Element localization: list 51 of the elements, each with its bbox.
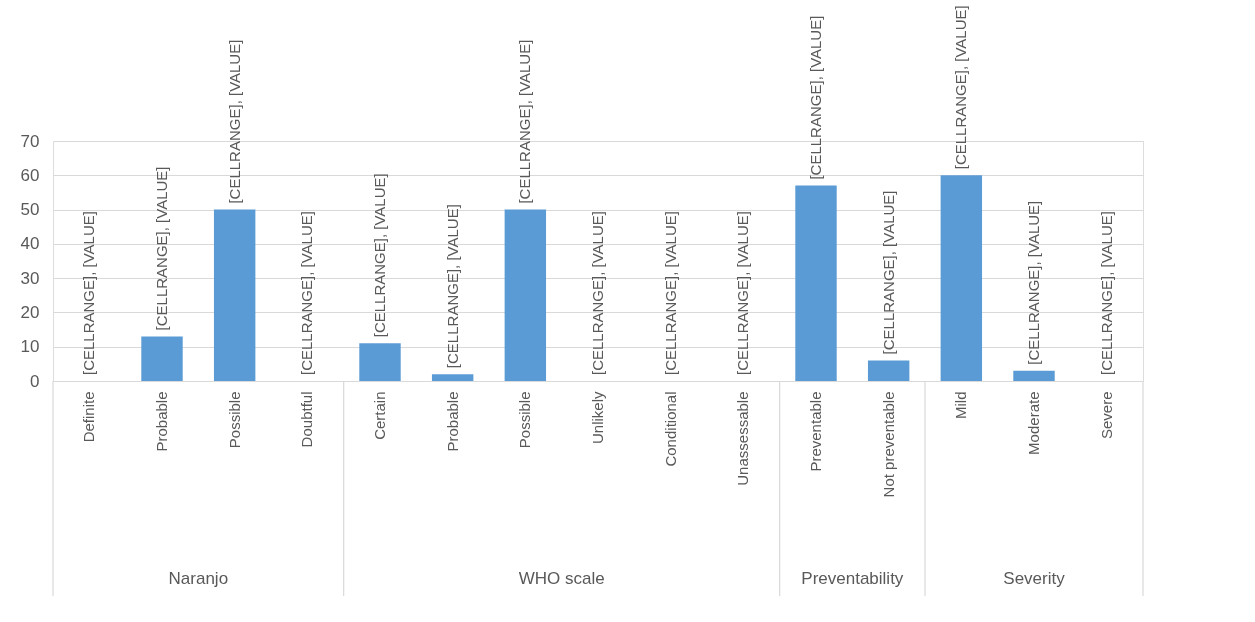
data-label: [CELLRANGE], [VALUE] <box>225 39 243 204</box>
x-tick-label: Possible <box>225 391 243 449</box>
x-tick-label: Probable <box>443 391 461 452</box>
data-label: [CELLRANGE], [VALUE] <box>80 211 98 375</box>
x-tick-label: Doubtful <box>298 391 316 448</box>
x-tick-label: Moderate <box>1025 391 1042 455</box>
bar <box>213 209 256 381</box>
x-tick-label: Conditional <box>661 391 679 467</box>
x-tick-label: Probable <box>153 391 170 452</box>
data-label: [CELLRANGE], [VALUE] <box>371 173 388 338</box>
bar <box>1013 370 1055 381</box>
data-label: [CELLRANGE], [VALUE] <box>879 190 897 355</box>
x-tick-label: Possible <box>516 391 534 449</box>
text: Naranjo <box>168 569 229 588</box>
y-tick-label: 0 <box>30 371 40 391</box>
bar <box>504 209 547 381</box>
text: Preventability <box>801 569 904 588</box>
x-tick-label: Mild <box>952 391 970 420</box>
y-tick-label: 10 <box>20 337 40 357</box>
x-tick-label: Unassessable <box>734 391 752 486</box>
data-label: [CELLRANGE], [VALUE] <box>1025 200 1042 365</box>
data-label: [CELLRANGE], [VALUE] <box>153 166 170 331</box>
bar <box>867 360 910 381</box>
data-label: [CELLRANGE], [VALUE] <box>589 211 606 375</box>
data-label: [CELLRANGE], [VALUE] <box>807 15 824 180</box>
text: Severity <box>1003 569 1066 588</box>
y-tick-label: 60 <box>20 165 40 185</box>
data-label: [CELLRANGE], [VALUE] <box>298 211 316 375</box>
text: WHO scale <box>518 569 605 588</box>
y-tick-label: 20 <box>20 302 40 322</box>
data-label: [CELLRANGE], [VALUE] <box>443 204 461 369</box>
data-label: [CELLRANGE], [VALUE] <box>952 5 970 170</box>
y-tick-label: 50 <box>20 200 40 220</box>
bar <box>940 175 983 381</box>
data-label: [CELLRANGE], [VALUE] <box>1097 211 1115 375</box>
bar <box>141 336 183 381</box>
x-tick-label: Not preventable <box>879 391 897 498</box>
x-tick-label: Severe <box>1097 391 1115 440</box>
x-tick-label: Certain <box>371 391 388 440</box>
x-tick-label: Preventable <box>807 391 824 472</box>
bar <box>359 343 401 381</box>
x-tick-label: Unlikely <box>589 391 606 445</box>
y-tick-label: 70 <box>20 131 40 151</box>
data-label: [CELLRANGE], [VALUE] <box>734 211 752 375</box>
x-tick-label: Definite <box>80 391 98 443</box>
bar <box>795 185 837 381</box>
data-label: [CELLRANGE], [VALUE] <box>661 211 679 375</box>
y-tick-label: 30 <box>20 268 40 288</box>
data-label: [CELLRANGE], [VALUE] <box>516 39 534 204</box>
y-tick-label: 40 <box>20 234 40 254</box>
bar <box>431 374 474 381</box>
